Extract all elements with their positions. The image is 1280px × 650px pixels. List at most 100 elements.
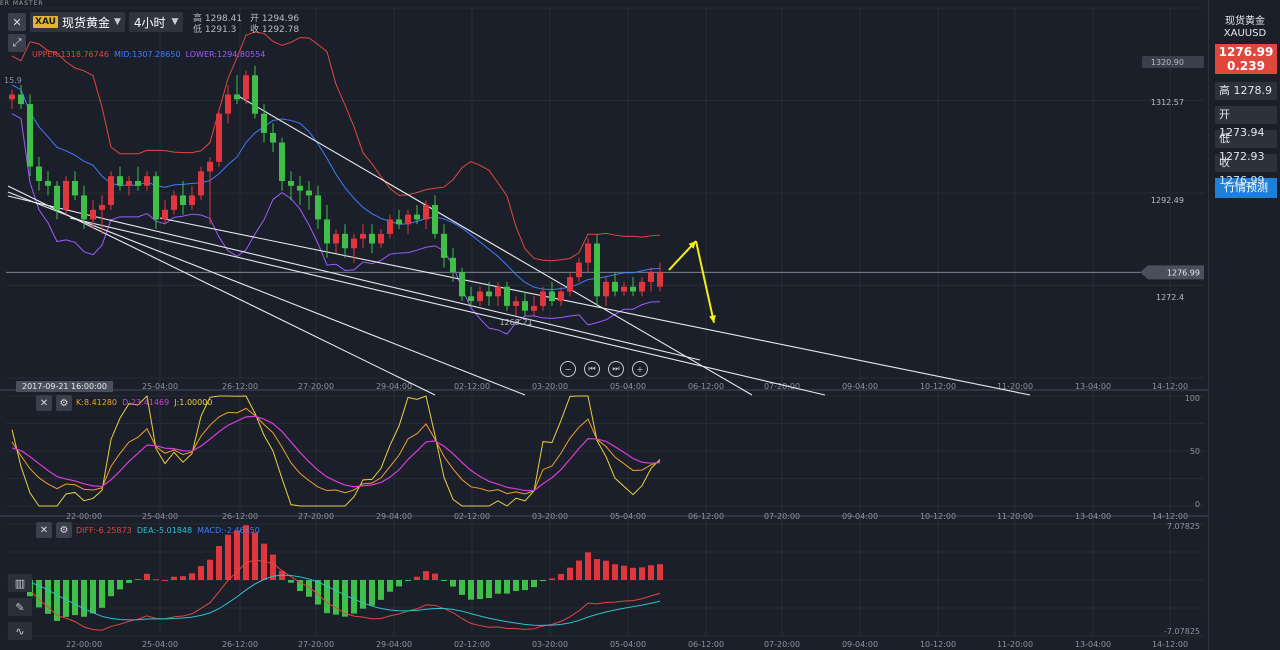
trend-line xyxy=(7,191,526,396)
x-tick-label: 11-20:00 xyxy=(997,382,1033,391)
x-tick-label: 11-20:00 xyxy=(997,640,1033,649)
macd-bar xyxy=(261,543,267,580)
candle-body xyxy=(360,233,366,239)
quote-sidebar: 现货黄金 XAUUSD 1276.99 0.239 高 1278.9 开 127… xyxy=(1208,0,1280,650)
x-tick-label: 29-04:00 xyxy=(376,382,412,391)
macd-bar xyxy=(270,554,276,580)
x-tick-label: 05-04:00 xyxy=(610,512,646,521)
forward-icon[interactable]: ⏭ xyxy=(608,361,624,377)
x-tick-label: 14-12:00 xyxy=(1152,382,1188,391)
macd-dea-label: DEA:-5.01848 xyxy=(136,526,193,535)
macd-bar xyxy=(189,573,195,580)
macd-bar xyxy=(486,580,492,599)
current-price-tag-label: 1276.99 xyxy=(1167,268,1200,277)
zoom-in-icon[interactable]: + xyxy=(632,361,648,377)
x-tick-label: 26-12:00 xyxy=(222,512,258,521)
macd-bar xyxy=(612,564,618,580)
candle-body xyxy=(387,219,393,234)
x-tick-label: 02-12:00 xyxy=(454,512,490,521)
macd-bar xyxy=(450,580,456,587)
macd-bar xyxy=(306,580,312,597)
timeframe-select[interactable]: 4小时 ▼ xyxy=(128,12,184,32)
gear-icon[interactable]: ⚙ xyxy=(56,395,72,411)
forecast-button[interactable]: 行情预测 xyxy=(1215,178,1277,198)
candle-body xyxy=(414,214,420,220)
candle-body xyxy=(315,195,321,220)
high-value: 高 1298.41 xyxy=(193,14,243,24)
candle-body xyxy=(324,219,330,244)
indicator-icon[interactable]: ∿ xyxy=(8,622,32,640)
candle-body xyxy=(567,277,573,292)
gear-icon[interactable]: ⚙ xyxy=(56,522,72,538)
x-tick-label: 06-12:00 xyxy=(688,512,724,521)
macd-bar xyxy=(495,580,501,594)
candle-body xyxy=(639,281,645,292)
x-tick-label: 26-12:00 xyxy=(222,640,258,649)
x-tick-label: 25-04:00 xyxy=(142,640,178,649)
macd-bar xyxy=(540,580,546,582)
macd-bar xyxy=(126,580,132,583)
candle-body xyxy=(603,281,609,297)
macd-bar xyxy=(108,580,114,597)
chart-nav: − ⏮ ⏭ + xyxy=(560,361,648,377)
macd-diff-label: DIFF:-6.25873 xyxy=(76,526,132,535)
macd-bar xyxy=(135,578,141,580)
macd-bar xyxy=(153,579,159,581)
kdj-pane-tools: ✕ ⚙ xyxy=(36,395,72,411)
macd-bar xyxy=(549,578,555,580)
low-annotation: 1268.21 xyxy=(499,318,532,327)
candle-body xyxy=(216,113,222,162)
forecast-arrowhead xyxy=(709,314,716,323)
candle-body xyxy=(288,180,294,186)
candle-body xyxy=(234,94,240,100)
candle-body xyxy=(585,243,591,263)
expand-icon[interactable]: ⤢ xyxy=(8,34,26,52)
x-tick-label: 11-20:00 xyxy=(997,512,1033,521)
macd-bar xyxy=(522,580,528,591)
price-label: 1312.57 xyxy=(1151,98,1184,107)
macd-bar xyxy=(369,580,375,606)
x-tick-label: 22-00:00 xyxy=(66,512,102,521)
macd-bar xyxy=(333,580,339,615)
x-tick-label: 03-20:00 xyxy=(532,512,568,521)
macd-bar xyxy=(243,525,249,580)
macd-bar xyxy=(180,576,186,580)
macd-bar xyxy=(558,573,564,580)
x-tick-label: 10-12:00 xyxy=(920,382,956,391)
candle-body xyxy=(297,185,303,191)
macd-bar xyxy=(45,580,51,614)
symbol-select[interactable]: XAU 现货黄金 ▼ xyxy=(30,12,125,32)
trend-line xyxy=(159,217,1031,396)
candle-body xyxy=(378,233,384,244)
candle-body xyxy=(450,257,456,273)
chart-type-icon[interactable]: ▥ xyxy=(8,574,32,592)
candle-body xyxy=(531,305,537,311)
candle-body xyxy=(441,233,447,258)
stat-open: 开 1273.94 xyxy=(1215,106,1277,139)
current-price-tag xyxy=(1140,265,1204,280)
close-pane-icon[interactable]: ✕ xyxy=(36,522,52,538)
candle-body xyxy=(477,291,483,302)
x-tick-label: 05-04:00 xyxy=(610,640,646,649)
candle-body xyxy=(135,180,141,186)
macd-bar xyxy=(90,580,96,614)
open-value: 开 1294.96 xyxy=(250,14,300,24)
macd-bar xyxy=(459,580,465,595)
candle-body xyxy=(558,291,564,302)
boll-lower-label: LOWER:1294.80554 xyxy=(185,50,266,59)
candle-body xyxy=(621,286,627,292)
candle-body xyxy=(459,272,465,297)
rewind-icon[interactable]: ⏮ xyxy=(584,361,600,377)
close-pane-icon[interactable]: ✕ xyxy=(36,395,52,411)
x-tick-label: 29-04:00 xyxy=(376,640,412,649)
macd-axis-label: 7.07825 xyxy=(1167,522,1200,531)
candle-body xyxy=(612,281,618,292)
kdj-axis-label: 100 xyxy=(1185,394,1200,403)
candle-body xyxy=(486,291,492,297)
chart-canvas[interactable]: 26-12:00 27-20:00 29-04:00 02-12:00 03-20:00… xyxy=(0,0,1208,650)
close-chart-button[interactable]: ✕ xyxy=(8,13,26,31)
drawing-tool-icon[interactable]: ✎ xyxy=(8,598,32,616)
trend-line xyxy=(7,195,701,361)
macd-bar xyxy=(36,580,42,608)
zoom-out-icon[interactable]: − xyxy=(560,361,576,377)
